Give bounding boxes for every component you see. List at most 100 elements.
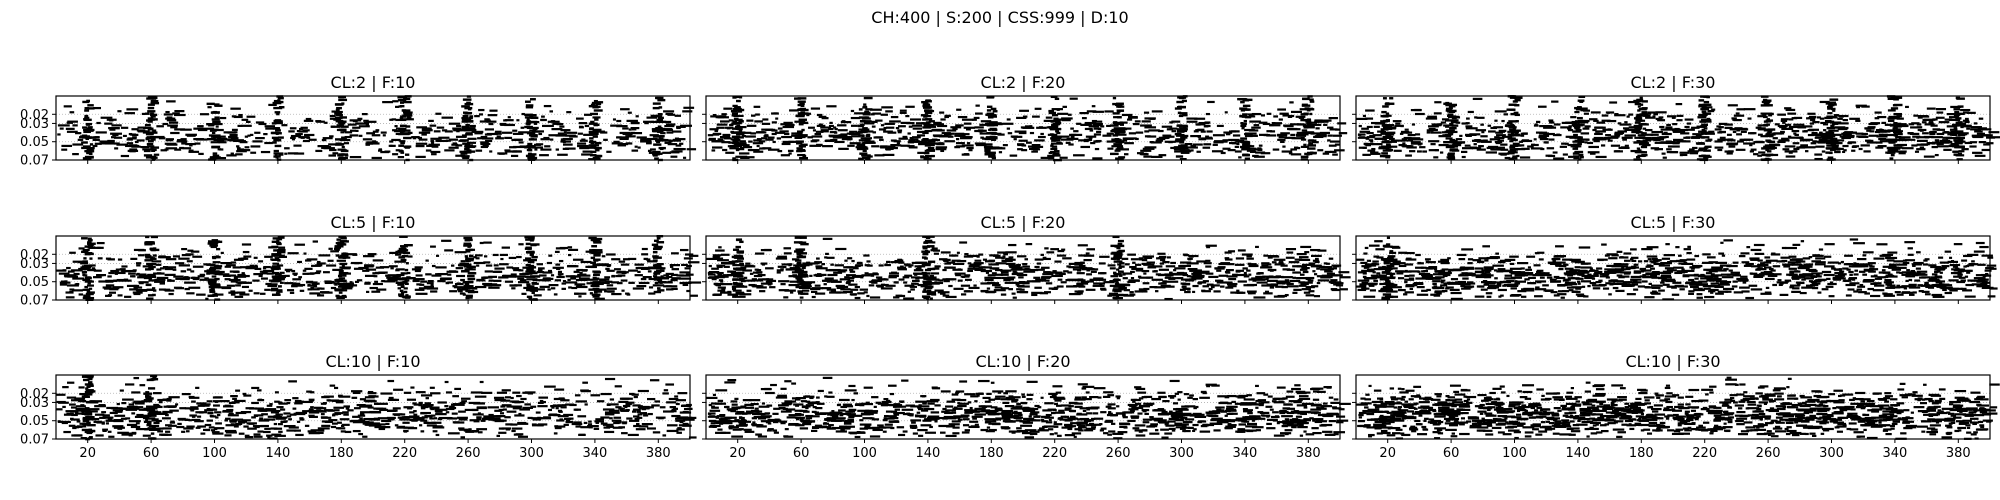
spike-mark — [559, 125, 565, 128]
spike-mark — [435, 139, 440, 142]
spike-mark — [1896, 150, 1907, 153]
spike-mark — [1702, 112, 1711, 115]
spike-mark — [494, 267, 505, 270]
spike-mark — [206, 272, 211, 275]
spike-mark — [735, 155, 748, 158]
spike-mark — [332, 268, 343, 271]
spike-mark — [192, 277, 200, 281]
spike-mark — [1158, 129, 1164, 133]
spike-mark — [834, 128, 838, 131]
spike-mark — [1192, 143, 1203, 146]
spike-mark — [1307, 131, 1314, 134]
spike-mark — [324, 121, 328, 124]
spike-mark — [1298, 281, 1306, 284]
spike-mark — [862, 117, 867, 120]
spike-mark — [927, 146, 935, 150]
spike-mark — [1510, 132, 1515, 135]
spike-mark — [1369, 135, 1376, 138]
spike-mark — [1359, 130, 1371, 133]
spike-mark — [1976, 132, 1985, 135]
spike-mark — [1322, 152, 1330, 155]
spike-mark — [645, 258, 651, 261]
spike-mark — [1948, 116, 1959, 119]
spike-mark — [1206, 283, 1214, 286]
spike-mark — [860, 146, 868, 149]
spike-mark — [489, 109, 498, 112]
spike-mark — [1093, 277, 1104, 280]
spike-mark — [1174, 107, 1182, 110]
spike-mark — [270, 131, 279, 135]
spike-mark — [1129, 293, 1136, 296]
spike-mark — [399, 101, 404, 104]
spike-mark — [204, 277, 209, 280]
spike-mark — [110, 269, 119, 273]
spike-mark — [1606, 119, 1617, 123]
spike-raster — [57, 95, 697, 162]
spike-mark — [1382, 115, 1389, 118]
spike-mark — [460, 139, 469, 142]
spike-mark — [1953, 127, 1958, 130]
spike-mark — [1755, 126, 1762, 129]
spike-mark — [862, 149, 867, 153]
spike-mark — [258, 260, 264, 263]
spike-mark — [474, 254, 483, 257]
spike-mark — [1645, 116, 1656, 119]
spike-mark — [712, 254, 722, 257]
spike-mark — [1960, 125, 1972, 128]
spike-mark — [671, 130, 682, 133]
spike-mark — [210, 123, 215, 126]
spike-mark — [98, 280, 109, 283]
spike-mark — [843, 290, 853, 294]
spike-mark — [1174, 150, 1182, 153]
spike-mark — [165, 117, 176, 120]
spike-mark — [148, 132, 153, 136]
spike-mark — [789, 267, 801, 270]
spike-mark — [1540, 131, 1548, 134]
spike-mark — [328, 143, 340, 146]
spike-mark — [593, 109, 603, 112]
spike-mark — [381, 280, 385, 283]
spike-mark — [1311, 141, 1319, 144]
spike-mark — [1156, 137, 1166, 141]
spike-mark — [413, 278, 425, 281]
spike-mark — [1060, 138, 1068, 141]
spike-mark — [649, 148, 656, 151]
spike-mark — [1931, 136, 1943, 139]
spike-mark — [175, 277, 184, 280]
spike-mark — [1048, 111, 1057, 115]
spike-mark — [1855, 104, 1867, 107]
spike-mark — [577, 142, 587, 145]
spike-mark — [338, 98, 348, 102]
spike-mark — [657, 289, 665, 292]
spike-mark — [1761, 100, 1771, 104]
spike-mark — [745, 135, 756, 138]
spike-mark — [215, 270, 220, 273]
spike-mark — [227, 131, 236, 134]
spike-mark — [800, 108, 809, 112]
spike-mark — [1115, 103, 1123, 107]
spike-mark — [1040, 253, 1044, 256]
spike-mark — [297, 260, 302, 264]
spike-mark — [471, 130, 484, 133]
spike-mark — [261, 272, 269, 275]
spike-mark — [1055, 130, 1060, 133]
spike-mark — [354, 280, 359, 283]
spike-mark — [335, 108, 340, 112]
spike-mark — [84, 116, 90, 120]
spike-mark — [934, 289, 944, 292]
spike-mark — [1190, 149, 1194, 152]
spike-mark — [483, 255, 488, 258]
spike-mark — [729, 147, 739, 150]
spike-mark — [416, 126, 428, 129]
spike-mark — [150, 112, 154, 115]
spike-mark — [245, 267, 255, 270]
spike-mark — [797, 112, 803, 115]
spike-mark — [982, 258, 988, 261]
spike-mark — [750, 132, 757, 135]
spike-mark — [1966, 127, 1970, 130]
spike-mark — [158, 288, 166, 291]
spike-mark — [1220, 285, 1225, 288]
spike-mark — [1112, 96, 1117, 100]
spike-mark — [1119, 123, 1125, 126]
spike-mark — [729, 123, 734, 127]
